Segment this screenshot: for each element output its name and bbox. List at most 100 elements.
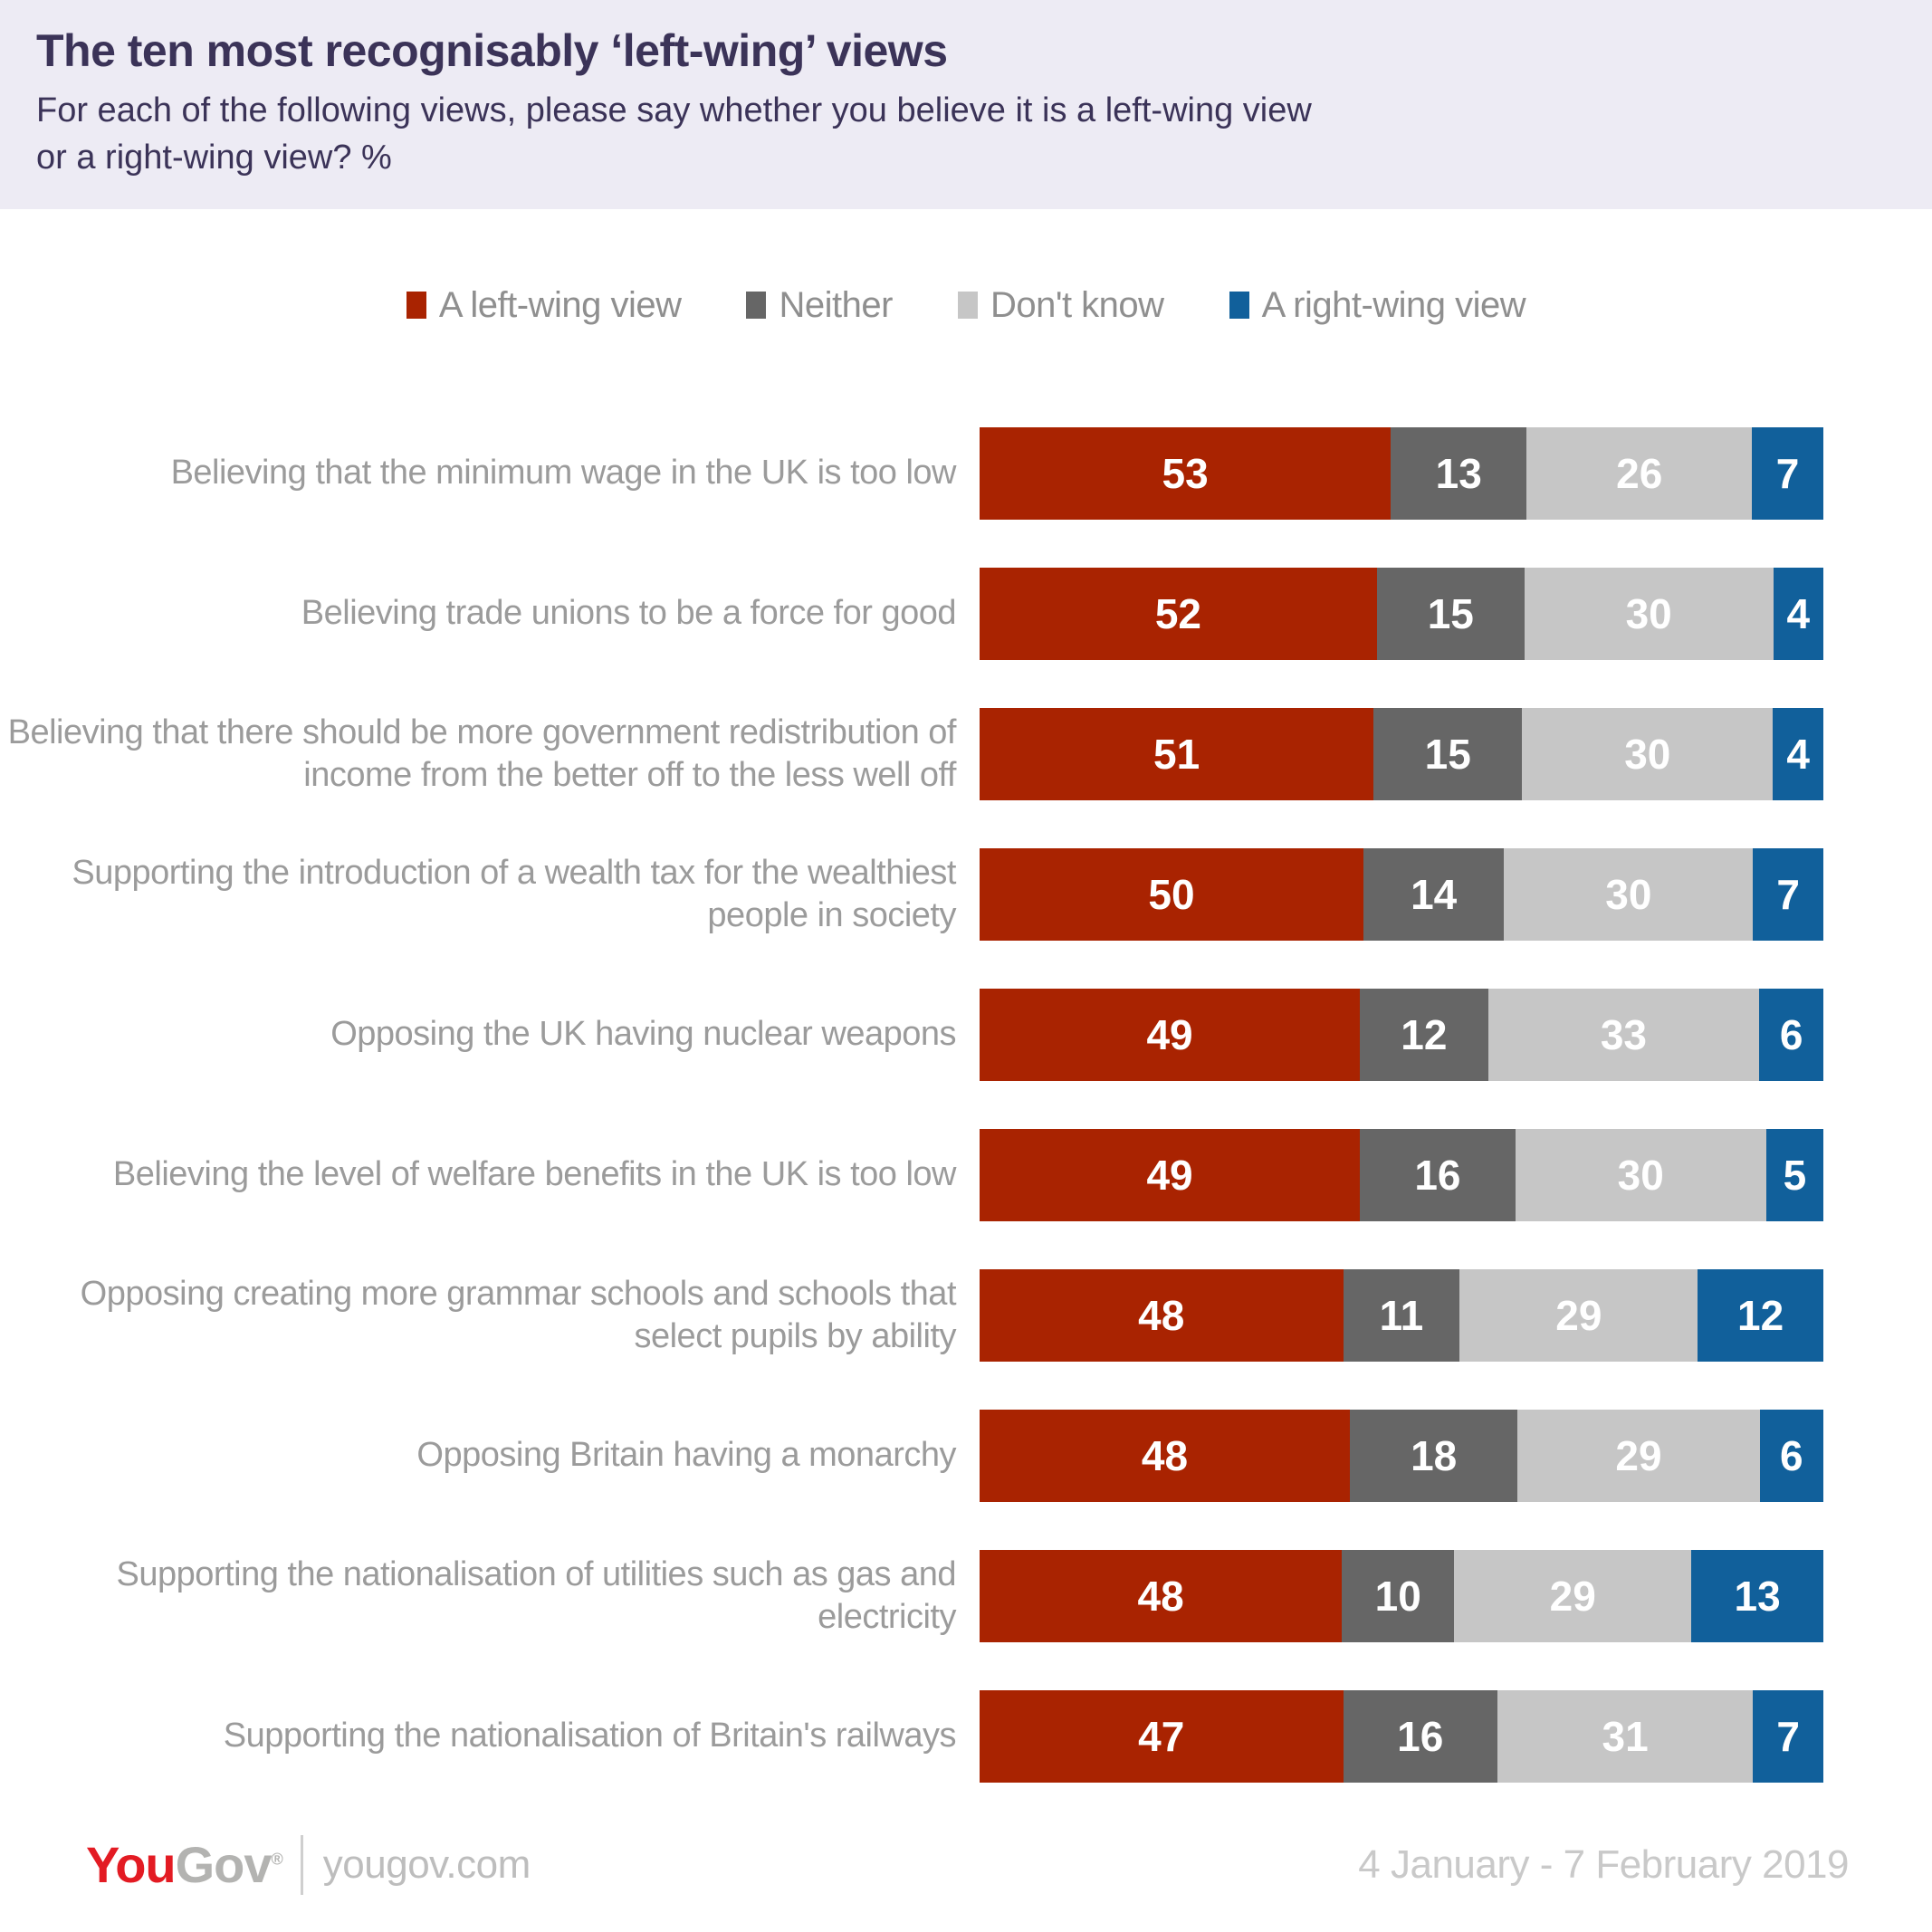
legend-swatch-icon: [957, 292, 978, 320]
segment-value: 13: [1734, 1572, 1781, 1620]
segment-value: 14: [1411, 870, 1458, 918]
bar-segment: 33: [1487, 988, 1760, 1081]
segment-value: 49: [1146, 1151, 1193, 1199]
bar-segment: 13: [1691, 1549, 1823, 1642]
legend-label: A right-wing view: [1261, 284, 1526, 325]
category-label: Opposing Britain having a monarchy: [416, 1436, 956, 1475]
bar-segment: 6: [1759, 1409, 1823, 1502]
segment-value: 10: [1374, 1572, 1421, 1620]
bar-segment: 30: [1515, 1128, 1766, 1221]
category-label: Believing that the minimum wage in the U…: [170, 454, 957, 493]
legend-item: A right-wing view: [1229, 285, 1526, 326]
chart-row: Opposing the UK having nuclear weapons 49…: [0, 988, 1932, 1081]
category-label: Believing trade unions to be a force for…: [301, 594, 957, 633]
legend-swatch-icon: [1229, 292, 1249, 320]
bar-segment: 30: [1524, 567, 1774, 660]
segment-value: 6: [1779, 1010, 1803, 1058]
bar-segment: 15: [1373, 707, 1523, 800]
bar-segment: 49: [980, 1128, 1361, 1221]
registered-trademark-icon: ®: [271, 1850, 283, 1869]
segment-value: 11: [1379, 1291, 1424, 1339]
segment-value: 50: [1148, 870, 1195, 918]
chart-row: Opposing creating more grammar schools a…: [0, 1268, 1932, 1362]
stacked-bar: 53 13 26 7: [980, 426, 1823, 520]
bar-segment: 53: [980, 426, 1392, 520]
legend-label: Neither: [779, 284, 893, 325]
stacked-bar: 49 12 33 6: [980, 988, 1823, 1081]
page-header: The ten most recognisably ‘left-wing’ vi…: [0, 0, 1932, 209]
bar-segment: 16: [1343, 1689, 1497, 1783]
legend-swatch-icon: [406, 292, 426, 320]
segment-value: 30: [1624, 730, 1671, 778]
category-label: Supporting the nationalisation of utilit…: [116, 1554, 957, 1636]
footer-branding: YouGov® yougov.com: [86, 1834, 531, 1895]
segment-value: 12: [1401, 1010, 1448, 1058]
footer-divider: [300, 1834, 303, 1895]
chart-title: The ten most recognisably ‘left-wing’ vi…: [36, 25, 948, 76]
segment-value: 16: [1397, 1712, 1444, 1760]
legend-item: Don't know: [957, 284, 1164, 326]
segment-value: 18: [1411, 1431, 1458, 1479]
stacked-bar: 48 10 29 13: [980, 1549, 1823, 1642]
legend-swatch-icon: [746, 292, 767, 320]
bar-segment: 48: [980, 1409, 1350, 1502]
chart-subtitle-line2: or a right-wing view? %: [36, 139, 392, 177]
category-label: Opposing the UK having nuclear weapons: [330, 1015, 956, 1054]
stacked-bar: 50 14 30 7: [980, 847, 1823, 941]
segment-value: 7: [1776, 870, 1800, 918]
segment-value: 26: [1616, 449, 1663, 497]
segment-value: 30: [1605, 870, 1652, 918]
segment-value: 48: [1141, 1431, 1189, 1479]
stacked-bar: 48 18 29 6: [980, 1409, 1823, 1502]
segment-value: 15: [1427, 589, 1474, 637]
bar-segment: 5: [1765, 1128, 1824, 1221]
yougov-logo-gov: Gov: [175, 1836, 273, 1894]
bar-segment: 13: [1391, 426, 1527, 520]
stacked-bar-chart: Believing that the minimum wage in the U…: [0, 426, 1932, 1783]
chart-row: Supporting the introduction of a wealth …: [0, 847, 1932, 941]
segment-value: 47: [1138, 1712, 1185, 1760]
legend-label: Don't know: [990, 284, 1164, 325]
bar-segment: 30: [1522, 707, 1774, 800]
segment-value: 7: [1776, 1712, 1800, 1760]
bar-segment: 7: [1753, 1689, 1823, 1783]
chart-subtitle-line1: For each of the following views, please …: [36, 91, 1312, 129]
yougov-logo: YouGov®: [86, 1835, 283, 1894]
bar-segment: 14: [1363, 847, 1505, 941]
category-label: Supporting the nationalisation of Britai…: [223, 1717, 957, 1755]
bar-segment: 4: [1773, 567, 1823, 660]
bar-segment: 31: [1497, 1689, 1754, 1783]
bar-segment: 52: [980, 567, 1377, 660]
bar-segment: 48: [980, 1268, 1344, 1362]
segment-value: 7: [1775, 449, 1800, 497]
page-footer: YouGov® yougov.com 4 January - 7 Februar…: [0, 1834, 1932, 1895]
chart-subtitle: For each of the following views, please …: [36, 87, 1896, 182]
bar-segment: 29: [1517, 1409, 1760, 1502]
chart-row: Believing that the minimum wage in the U…: [0, 426, 1932, 520]
bar-segment: 30: [1504, 847, 1754, 941]
category-label: Believing the level of welfare benefits …: [112, 1155, 957, 1194]
chart-row: Believing trade unions to be a force for…: [0, 567, 1932, 660]
bar-segment: 48: [980, 1549, 1343, 1642]
bar-segment: 29: [1459, 1268, 1698, 1362]
segment-value: 15: [1424, 730, 1471, 778]
bar-segment: 16: [1360, 1128, 1516, 1221]
stacked-bar: 51 15 30 4: [980, 707, 1823, 800]
segment-value: 51: [1153, 730, 1200, 778]
chart-legend: A left-wing view Neither Don't know A right…: [0, 285, 1932, 326]
bar-segment: 11: [1343, 1268, 1460, 1362]
segment-value: 53: [1162, 449, 1209, 497]
bar-segment: 7: [1753, 847, 1823, 941]
stacked-bar: 49 16 30 5: [980, 1128, 1824, 1221]
bar-segment: 18: [1349, 1409, 1518, 1502]
segment-value: 5: [1783, 1151, 1807, 1199]
segment-value: 33: [1600, 1010, 1647, 1058]
segment-value: 4: [1786, 589, 1811, 637]
segment-value: 49: [1146, 1010, 1193, 1058]
segment-value: 13: [1435, 449, 1482, 497]
segment-value: 52: [1154, 589, 1201, 637]
bar-segment: 26: [1526, 426, 1753, 520]
bar-segment: 6: [1759, 988, 1823, 1081]
segment-value: 4: [1786, 730, 1810, 778]
bar-segment: 51: [980, 707, 1374, 800]
